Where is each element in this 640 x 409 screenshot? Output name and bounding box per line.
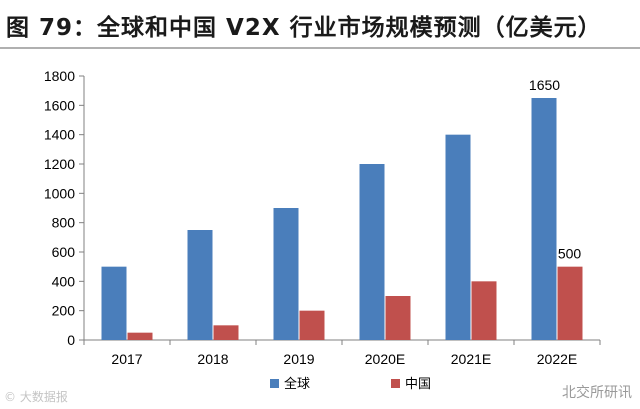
data-label: 1650: [529, 77, 560, 93]
y-tick-label: 1400: [44, 127, 75, 143]
bar-global-2022E: [531, 98, 557, 340]
y-tick-label: 800: [52, 215, 76, 231]
x-tick-label: 2021E: [451, 351, 491, 367]
y-tick-label: 1800: [44, 68, 75, 84]
y-tick-label: 1200: [44, 156, 75, 172]
bar-global-2019: [273, 208, 299, 340]
y-tick-label: 600: [52, 244, 76, 260]
bar-global-2021E: [445, 134, 471, 340]
bar-china-2017: [127, 332, 153, 340]
bar-china-2021E: [471, 281, 497, 340]
title-divider: [0, 47, 640, 49]
watermark-left: © 大数据报: [4, 390, 68, 404]
chart-title: 图 79：全球和中国 V2X 行业市场规模预测（亿美元）: [6, 15, 602, 41]
chart-axes: 0 200 400 600 800 1000 1200 1400 1600 1800 2017 201…: [44, 68, 601, 367]
bar-global-2018: [187, 230, 213, 340]
x-tick-label: 2018: [197, 351, 228, 367]
y-tick-label: 200: [52, 303, 76, 319]
bar-china-2018: [213, 325, 239, 340]
watermark-right: 北交所研讯: [562, 385, 632, 401]
x-tick-label: 2022E: [537, 351, 577, 367]
x-tick-label: 2020E: [365, 351, 405, 367]
x-tick-label: 2017: [111, 351, 142, 367]
legend-swatch-global: [270, 379, 279, 388]
title-bar: 图 79：全球和中国 V2X 行业市场规模预测（亿美元）: [0, 0, 640, 50]
chart-bars: [101, 98, 583, 340]
y-tick-label: 0: [67, 332, 75, 348]
y-tick-label: 400: [52, 273, 76, 289]
data-label: 500: [558, 246, 582, 262]
bar-global-2017: [101, 266, 127, 340]
chart-labels: 1650 500: [529, 77, 581, 262]
bar-china-2020E: [385, 296, 411, 340]
y-tick-label: 1000: [44, 185, 75, 201]
chart-legend: 全球 中国: [270, 376, 431, 392]
x-tick-label: 2019: [283, 351, 314, 367]
legend-label-global: 全球: [284, 376, 310, 392]
legend-swatch-china: [391, 379, 400, 388]
bar-china-2019: [299, 310, 325, 340]
bar-china-2022E: [557, 266, 583, 340]
bar-global-2020E: [359, 164, 385, 340]
y-tick-label: 1600: [44, 97, 75, 113]
legend-label-china: 中国: [405, 377, 431, 392]
